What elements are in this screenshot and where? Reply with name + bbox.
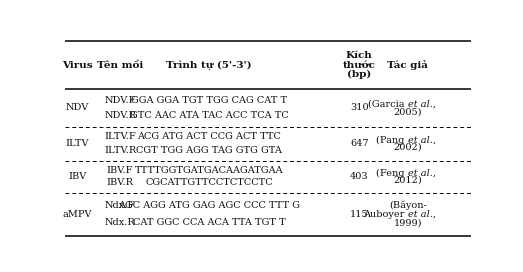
Text: GGA GGA TGT TGG CAG CAT T: GGA GGA TGT TGG CAG CAT T — [131, 96, 287, 105]
Text: (Garcia: (Garcia — [368, 99, 408, 108]
Text: CGT TGG AGG TAG GTG GTA: CGT TGG AGG TAG GTG GTA — [137, 146, 282, 155]
Text: IBV.F: IBV.F — [107, 166, 133, 175]
Text: Trình tự (5'-3'): Trình tự (5'-3') — [166, 60, 252, 70]
Text: 1999): 1999) — [394, 218, 422, 227]
Text: et al.,: et al., — [408, 169, 436, 178]
Text: 310: 310 — [350, 103, 369, 113]
Text: Ndx.R: Ndx.R — [105, 218, 135, 227]
Text: CGCATTGTTCCTCTCCTC: CGCATTGTTCCTCTCCTC — [145, 178, 273, 187]
Text: ILTV: ILTV — [66, 139, 89, 148]
Text: NDV: NDV — [66, 103, 89, 113]
Text: 2012): 2012) — [393, 176, 422, 185]
Text: (Băyon-: (Băyon- — [389, 201, 427, 210]
Text: CAT GGC CCA ACA TTA TGT T: CAT GGC CCA ACA TTA TGT T — [133, 218, 286, 227]
Text: (Pang: (Pang — [377, 135, 408, 144]
Text: IBV: IBV — [69, 172, 87, 181]
Text: 403: 403 — [350, 172, 369, 181]
Text: (bp): (bp) — [347, 70, 371, 79]
Text: 115: 115 — [350, 210, 369, 219]
Text: thước: thước — [343, 61, 376, 70]
Text: ACG ATG ACT CCG ACT TTC: ACG ATG ACT CCG ACT TTC — [138, 132, 281, 141]
Text: et al.,: et al., — [408, 135, 436, 144]
Text: Tên mồi: Tên mồi — [97, 61, 143, 70]
Text: IBV.R: IBV.R — [107, 178, 133, 187]
Text: 2002): 2002) — [394, 143, 422, 152]
Text: 2005): 2005) — [394, 108, 422, 117]
Text: ILTV.F: ILTV.F — [104, 132, 136, 141]
Text: Tác giả: Tác giả — [388, 60, 428, 70]
Text: NDV.F: NDV.F — [105, 96, 136, 105]
Text: Auboyer: Auboyer — [363, 210, 408, 219]
Text: (Feng: (Feng — [376, 169, 408, 178]
Text: TTTTGGTGATGACAAGATGAA: TTTTGGTGATGACAAGATGAA — [135, 166, 283, 175]
Text: NDV.R: NDV.R — [104, 111, 136, 120]
Text: Ndx.F: Ndx.F — [105, 201, 135, 210]
Text: et al.,: et al., — [408, 99, 436, 108]
Text: GTC AAC ATA TAC ACC TCA TC: GTC AAC ATA TAC ACC TCA TC — [130, 111, 289, 120]
Text: 647: 647 — [350, 139, 369, 148]
Text: et al.,: et al., — [408, 210, 436, 219]
Text: AGC AGG ATG GAG AGC CCC TTT G: AGC AGG ATG GAG AGC CCC TTT G — [118, 201, 300, 210]
Text: ILTV.R: ILTV.R — [104, 146, 136, 155]
Text: Kích: Kích — [346, 51, 372, 60]
Text: aMPV: aMPV — [63, 210, 92, 219]
Text: Virus: Virus — [62, 61, 93, 70]
